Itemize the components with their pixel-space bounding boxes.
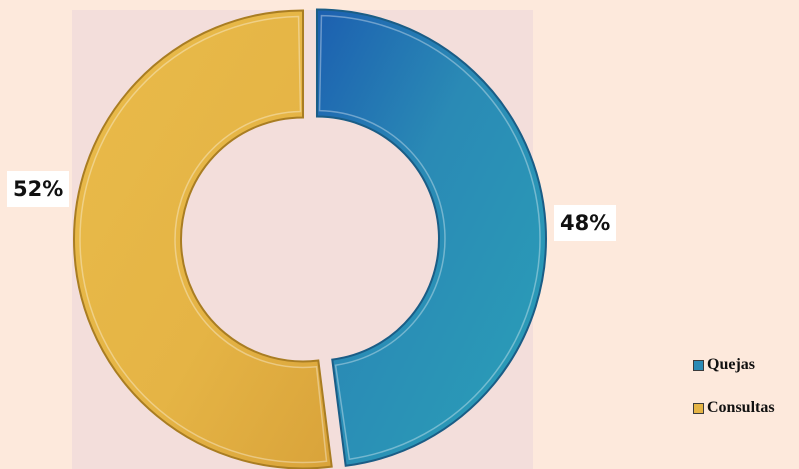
legend-swatch-quejas — [693, 359, 704, 371]
legend-entry-quejas: Quejas — [693, 355, 775, 375]
slice-quejas — [315, 8, 547, 467]
data-label-consultas: 52% — [7, 171, 70, 207]
legend-label-consultas: Consultas — [707, 399, 775, 416]
legend-label-quejas: Quejas — [707, 356, 755, 373]
legend-entry-consultas: Consultas — [693, 398, 775, 418]
slice-bevel-consultas — [79, 15, 328, 464]
slice-consultas — [73, 9, 333, 469]
data-label-quejas: 48% — [554, 205, 617, 241]
slice-bevel-quejas — [318, 14, 541, 461]
legend: Quejas Consultas — [693, 355, 775, 441]
legend-swatch-consultas — [693, 402, 704, 414]
